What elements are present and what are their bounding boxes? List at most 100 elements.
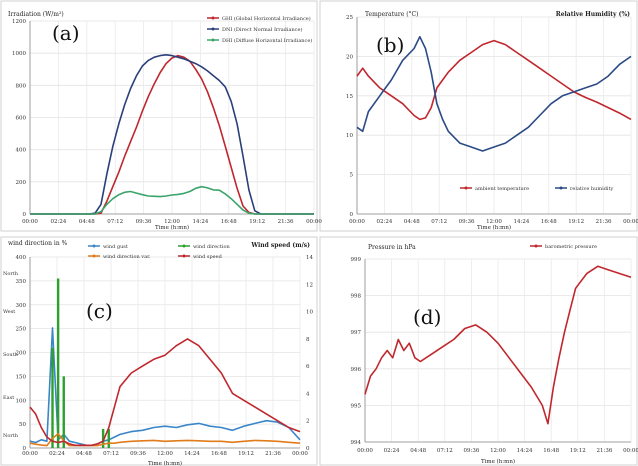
series-line — [29, 338, 301, 447]
x-tick-label: 04:48 — [76, 451, 92, 457]
legend-marker — [182, 244, 186, 248]
x-tick-label: 14:24 — [184, 451, 200, 457]
x-tick-label: 00:00 — [357, 448, 373, 454]
x-tick-label: 00:00 — [623, 448, 638, 454]
y2-tick-label: 8 — [306, 337, 310, 343]
panel-border — [319, 0, 638, 232]
x-tick-label: 00:00 — [22, 451, 38, 457]
panel-border — [319, 236, 638, 466]
panel-border — [0, 0, 318, 232]
series-line — [29, 432, 301, 447]
y-tick-label: 200 — [16, 351, 27, 357]
y-tick-label: 997 — [351, 330, 362, 336]
x-tick-label: 19:12 — [570, 448, 586, 454]
x-tick-label: 00:00 — [623, 219, 638, 225]
chart-title: Pressure in hPa — [368, 244, 416, 251]
x-tick-label: 14:24 — [192, 219, 208, 225]
y-tick-label: 400 — [16, 148, 27, 154]
y-tick-label: 1200 — [12, 19, 26, 25]
y-tick-label: 0 — [23, 446, 27, 452]
direction-label: North — [3, 433, 19, 439]
panel-label: (a) — [52, 21, 80, 45]
chart-panel-a: 0 200 400 600 800 1000 1200 00:00 02:24 04:48 07:1… — [0, 0, 322, 232]
x-tick-label: 14:24 — [513, 219, 529, 225]
series-line — [29, 327, 301, 447]
y-tick-label: 300 — [16, 303, 27, 309]
panel-label: (d) — [413, 305, 441, 329]
x-tick-label: 12:00 — [157, 451, 173, 457]
x-tick-label: 09:36 — [463, 448, 479, 454]
y-tick-label: 994 — [351, 440, 362, 446]
wind-direction-bar — [62, 376, 65, 448]
x-axis-title: Time (h:mn) — [148, 460, 182, 466]
x-tick-label: 07:12 — [103, 451, 119, 457]
panel-label: (c) — [86, 299, 113, 323]
x-tick-label: 21:36 — [596, 448, 612, 454]
legend-marker — [559, 186, 563, 190]
y-tick-label: 150 — [16, 374, 27, 380]
legend-label: DHI (Diffuse Horizontal Irradiance) — [222, 37, 312, 44]
y2-tick-label: 2 — [306, 419, 310, 425]
chart-title: Irradiation (W/m²) — [8, 11, 64, 18]
x-tick-label: 07:12 — [431, 219, 447, 225]
x-tick-label: 07:12 — [107, 219, 123, 225]
y-tick-label: 100 — [16, 398, 27, 404]
panel-label: (b) — [376, 33, 404, 57]
x-tick-label: 00:00 — [306, 219, 322, 225]
legend-marker — [92, 254, 96, 258]
x-tick-label: 16:48 — [221, 219, 237, 225]
series-line — [364, 265, 632, 425]
legend-label: wind gust — [103, 244, 128, 250]
y-tick-label: 600 — [16, 116, 27, 122]
y-tick-label: 400 — [16, 255, 27, 261]
x-tick-label: 16:48 — [543, 448, 559, 454]
y-tick-label: 10 — [346, 133, 353, 139]
panel-border — [0, 236, 318, 466]
y-tick-label: 995 — [351, 403, 362, 409]
y-tick-label: 50 — [19, 422, 26, 428]
x-tick-label: 04:48 — [79, 219, 95, 225]
x-tick-label: 12:00 — [490, 448, 506, 454]
legend-marker — [211, 27, 215, 31]
x-axis-title: Time (h:mn) — [155, 224, 189, 231]
legend-marker — [92, 244, 96, 248]
legend-marker — [182, 254, 186, 258]
legend-marker — [211, 38, 215, 42]
wind-direction-bar — [107, 428, 110, 448]
legend-marker — [534, 244, 538, 248]
y2-axis-title: Wind speed (m/s) — [250, 242, 310, 249]
legend-label: wind direction var. — [103, 254, 151, 260]
legend-marker — [464, 186, 468, 190]
x-axis-title: Time (h:mn) — [477, 224, 511, 231]
legend-label: relative humidity — [570, 186, 614, 192]
wind-direction-bar — [101, 428, 105, 448]
legend-label: ambient temperature — [475, 186, 529, 192]
x-tick-label: 09:36 — [136, 219, 152, 225]
x-tick-label: 21:36 — [596, 219, 612, 225]
legend-label: DNI (Direct Normal Irradiance) — [222, 26, 302, 33]
x-tick-label: 00:00 — [22, 219, 38, 225]
chart-panel-d: 994 995 996 997 998 999 00:00 02:24 04:48 07:12 09… — [319, 236, 638, 466]
series-line — [30, 53, 314, 215]
x-tick-label: 19:12 — [249, 219, 265, 225]
y-tick-label: 25 — [346, 15, 353, 21]
direction-label: East — [3, 395, 14, 401]
y-tick-label: 250 — [16, 327, 27, 333]
y-tick-label: 998 — [351, 294, 362, 300]
y-tick-label: 1000 — [12, 51, 26, 57]
x-axis-title: Time (h:mn) — [481, 458, 515, 465]
legend-label: GHI (Global Horizontal Irradiance) — [222, 15, 311, 22]
x-tick-label: 12:00 — [164, 219, 180, 225]
legend-label: wind speed — [193, 254, 223, 260]
y-tick-label: 15 — [346, 94, 353, 100]
x-tick-label: 09:36 — [130, 451, 146, 457]
x-tick-label: 00:00 — [292, 451, 308, 457]
y-tick-label: 996 — [351, 367, 362, 373]
x-tick-label: 00:00 — [349, 219, 365, 225]
chart-panel-b: 0 5 10 15 20 25 00:00 02:24 04:48 07:12 09:36 12:00… — [319, 0, 638, 232]
y-tick-label: 5 — [350, 173, 354, 179]
series-line — [30, 185, 314, 215]
series-line — [356, 35, 632, 152]
y-tick-label: 0 — [350, 212, 354, 218]
